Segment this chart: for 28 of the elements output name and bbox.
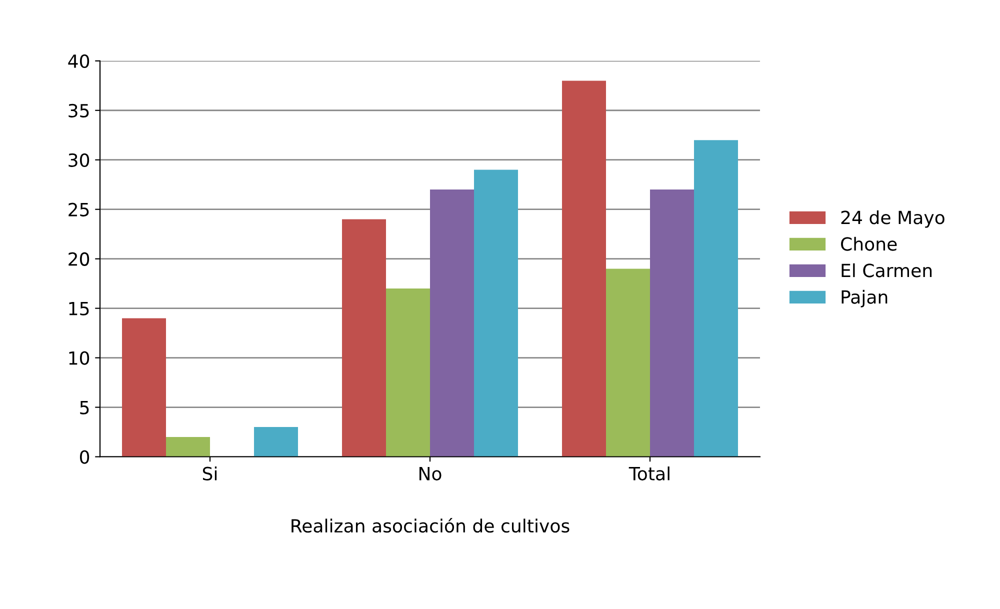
bar (650, 190, 694, 457)
y-tick-label: 30 (68, 153, 90, 167)
bar (166, 436, 210, 457)
legend-label: 24 de Mayo (841, 210, 944, 228)
bar (342, 219, 386, 457)
y-tick-label: 40 (68, 54, 90, 68)
x-tick-label: Si (202, 466, 217, 480)
bar (694, 140, 738, 457)
y-tick-label: 10 (69, 351, 90, 365)
y-tick-label: 35 (68, 104, 89, 118)
legend-label: Pajan (842, 290, 888, 308)
y-tick-label: 5 (80, 400, 89, 414)
bar (474, 170, 518, 457)
x-axis-title: Realizan asociación de cultivos (292, 518, 570, 533)
bar (430, 190, 474, 457)
legend-label: Chone (841, 236, 897, 251)
y-tick-label: 25 (68, 202, 89, 216)
legend-label: El Carmen (842, 263, 932, 278)
bar (386, 288, 430, 457)
bar (254, 427, 298, 457)
y-tick-label: 20 (68, 252, 90, 266)
x-tick-label: No (419, 467, 442, 480)
bar (606, 268, 650, 457)
bar (122, 318, 166, 457)
y-tick-label: 0 (80, 450, 90, 464)
y-tick-label: 15 (69, 302, 89, 316)
x-tick-label: Total (628, 466, 670, 480)
bar (562, 80, 606, 457)
